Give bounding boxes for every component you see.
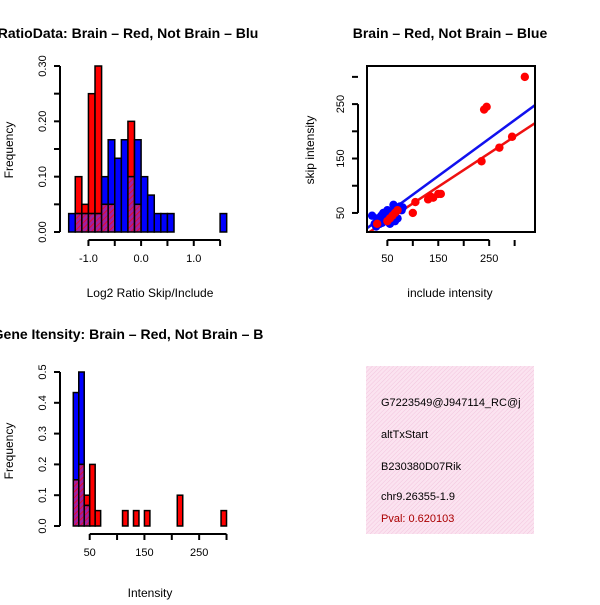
ratio-histogram: RatioData: Brain – Red, Not Brain – Blu … — [0, 25, 258, 300]
scatter-axes: 50 150 250 50 150 250 — [335, 75, 516, 265]
ratio-histogram-bar-notbrain — [166, 212, 175, 233]
intensity-histogram-y-tick-label: 0.4 — [37, 395, 49, 410]
ratio-histogram-bar-notbrain — [219, 212, 228, 233]
scatter-point-brain — [411, 197, 420, 207]
intensity-histogram-x-tick-label: 150 — [135, 547, 153, 559]
ratio-histogram-title: RatioData: Brain – Red, Not Brain – Blu — [0, 25, 258, 41]
ratio-histogram-bar-notbrain — [120, 139, 129, 233]
scatter-x-tick-label: 250 — [480, 253, 498, 265]
intensity-histogram-bar-overlap — [83, 504, 91, 527]
intensity-histogram-y-tick-label: 0.3 — [37, 426, 49, 441]
scatter-x-tick-label: 150 — [429, 253, 447, 265]
ratio-histogram-x-tick-label: 1.0 — [186, 253, 201, 265]
ratio-histogram-bar-brain — [87, 92, 96, 215]
scatter-points — [367, 72, 530, 231]
intensity-histogram-bar-brain — [132, 509, 140, 527]
info-panel-background — [366, 366, 534, 534]
ratio-histogram-bar-notbrain — [160, 212, 169, 233]
ratio-histogram-bar-notbrain — [153, 212, 162, 233]
ratio-histogram-bar-notbrain — [146, 194, 156, 233]
intensity-histogram-bar-overlap — [72, 479, 80, 527]
ratio-histogram-y-tick-label: 0.00 — [37, 221, 49, 242]
intensity-histogram: Gene Itensity: Brain – Red, Not Brain – … — [0, 326, 263, 600]
ratio-histogram-bar-brain — [94, 65, 103, 215]
scatter-title: Brain – Red, Not Brain – Blue — [353, 25, 548, 41]
scatter-point-brain — [436, 189, 446, 199]
info-line-gene: B230380D07Rik — [381, 461, 462, 473]
scatter-y-tick-label: 150 — [335, 149, 347, 167]
intensity-histogram-y-tick-label: 0.1 — [37, 488, 49, 503]
intensity-histogram-bar-brain — [143, 509, 151, 527]
ratio-histogram-bar-notbrain — [133, 139, 142, 206]
info-pval: Pval: 0.620103 — [381, 513, 454, 525]
scatter-y-tick-label: 50 — [335, 207, 347, 219]
scatter-plot-box — [366, 65, 536, 233]
ratio-histogram-bar-overlap — [81, 212, 90, 233]
scatter-point-brain — [507, 132, 517, 141]
ratio-histogram-y-tick-label: 0.20 — [37, 111, 49, 132]
info-line-type: altTxStart — [381, 429, 428, 441]
intensity-histogram-bar-brain — [176, 494, 184, 527]
ratio-histogram-bar-brain — [81, 203, 90, 215]
intensity-histogram-ylabel: Frequency — [2, 423, 16, 480]
ratio-histogram-bar-overlap — [94, 212, 103, 233]
scatter-point-brain — [408, 208, 418, 218]
ratio-histogram-bar-overlap — [87, 212, 96, 233]
intensity-histogram-y-tick-label: 0.2 — [37, 457, 49, 472]
scatter-point-brain — [393, 206, 402, 215]
ratio-histogram-xlabel: Log2 Ratio Skip/Include — [87, 286, 214, 300]
intensity-histogram-bar-notbrain — [78, 371, 85, 466]
ratio-histogram-axes: -1.0 0.0 1.0 0.00 0.10 0.20 0.30 — [37, 55, 222, 265]
scatter-ylabel: skip intensity — [303, 116, 317, 185]
scatter-y-tick-label: 250 — [335, 95, 347, 113]
intensity-histogram-axes: 50 150 250 0.0 0.1 0.2 0.3 0.4 0.5 — [37, 364, 228, 559]
ratio-histogram-bar-overlap — [127, 175, 136, 233]
intensity-histogram-bar-brain — [88, 463, 96, 527]
intensity-histogram-bar-brain — [83, 494, 91, 507]
scatter-point-brain — [520, 72, 530, 82]
ratio-histogram-bar-brain — [74, 175, 83, 215]
ratio-histogram-bar-notbrain — [100, 175, 109, 206]
ratio-histogram-ylabel: Frequency — [2, 122, 16, 179]
scatter-x-tick-label: 50 — [381, 253, 393, 265]
intensity-histogram-title: Gene Itensity: Brain – Red, Not Brain – … — [0, 326, 263, 342]
intensity-histogram-y-tick-label: 0.0 — [37, 518, 49, 533]
intensity-histogram-bar-brain — [121, 509, 129, 527]
ratio-histogram-x-tick-label: -1.0 — [79, 253, 98, 265]
ratio-histogram-x-tick-label: 0.0 — [133, 253, 148, 265]
ratio-histogram-bar-notbrain — [140, 175, 149, 233]
intensity-histogram-xlabel: Intensity — [128, 586, 173, 600]
scatter-point-brain — [482, 102, 491, 112]
ratio-histogram-bar-overlap — [133, 203, 142, 233]
ratio-histogram-bar-overlap — [100, 203, 109, 233]
ratio-histogram-bar-notbrain — [107, 139, 116, 206]
ratio-histogram-bar-notbrain — [67, 212, 77, 233]
info-panel: G7223549@J947114_RC@j altTxStart B230380… — [366, 366, 534, 534]
intensity-histogram-y-tick-label: 0.5 — [37, 364, 49, 379]
ratio-histogram-bar-overlap — [74, 212, 83, 233]
scatter-point-brain — [372, 219, 382, 229]
intensity-histogram-bars — [72, 371, 228, 527]
ratio-histogram-y-tick-label: 0.30 — [37, 55, 49, 76]
ratio-histogram-y-tick-label: 0.10 — [37, 166, 49, 187]
ratio-histogram-bars — [67, 65, 228, 233]
intensity-histogram-bar-brain — [220, 509, 228, 527]
intensity-histogram-x-tick-label: 50 — [84, 547, 96, 559]
scatter-point-brain — [477, 157, 486, 166]
ratio-histogram-bar-brain — [127, 120, 136, 178]
ratio-histogram-bar-overlap — [107, 203, 116, 233]
intensity-scatter: Brain – Red, Not Brain – Blue 50 150 25050… — [303, 25, 547, 300]
intensity-histogram-x-tick-label: 250 — [190, 547, 208, 559]
intensity-histogram-bar-notbrain — [72, 391, 80, 481]
ratio-histogram-bar-notbrain — [114, 157, 123, 233]
scatter-point-brain — [495, 143, 504, 152]
info-line-id: G7223549@J947114_RC@j — [381, 397, 521, 409]
intensity-histogram-bar-overlap — [78, 463, 85, 527]
intensity-histogram-bar-brain — [94, 509, 102, 527]
scatter-xlabel: include intensity — [407, 286, 492, 300]
info-line-location: chr9.26355-1.9 — [381, 491, 455, 503]
